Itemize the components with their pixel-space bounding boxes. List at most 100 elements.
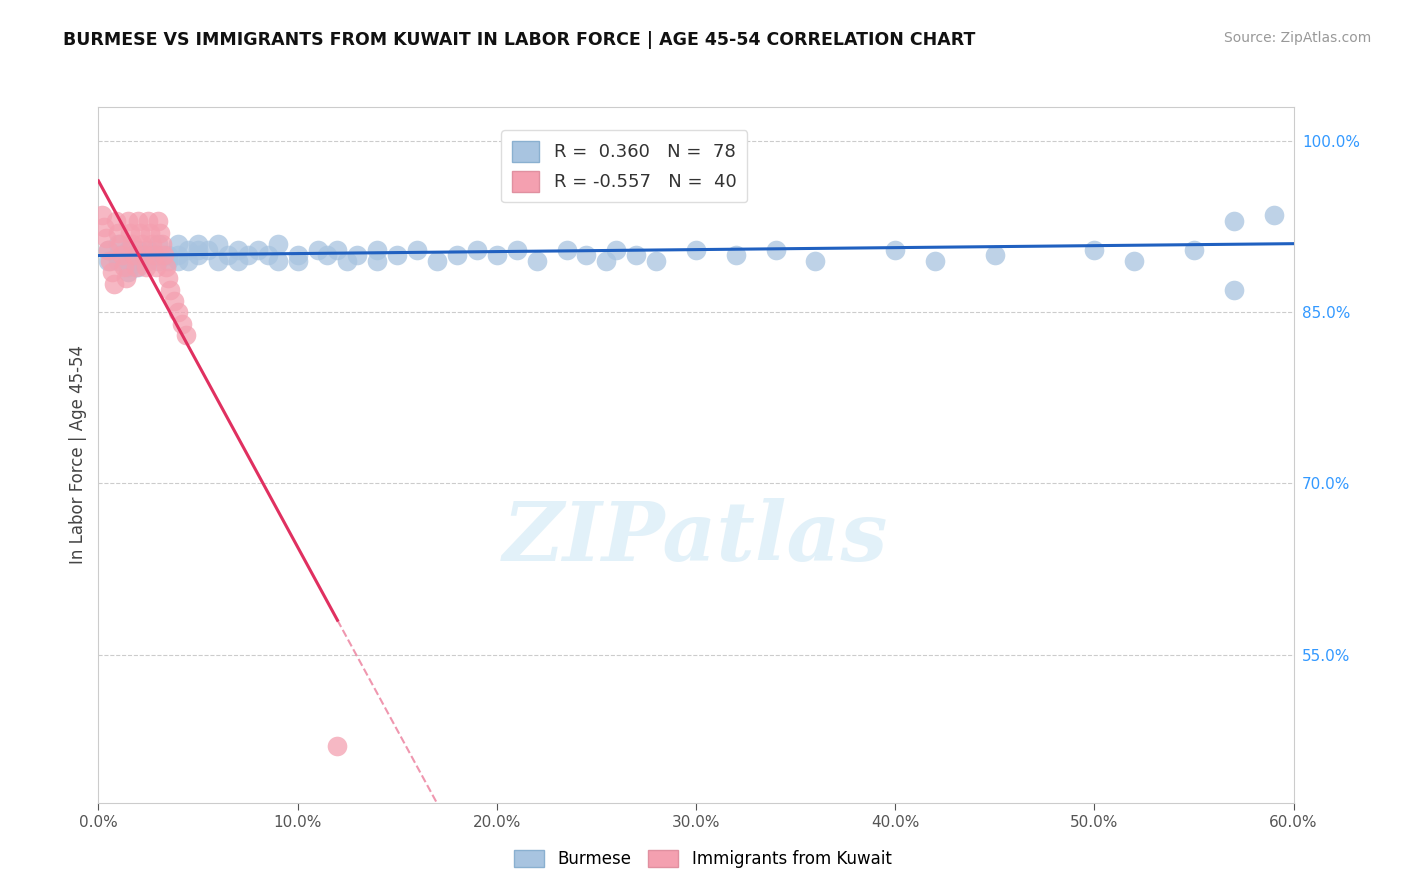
Point bbox=[605, 243, 627, 257]
Point bbox=[177, 243, 200, 257]
Point bbox=[346, 248, 368, 262]
Point bbox=[366, 243, 388, 257]
Point bbox=[187, 243, 209, 257]
Point bbox=[626, 248, 648, 262]
Point bbox=[111, 248, 134, 262]
Point bbox=[131, 236, 153, 251]
Point bbox=[117, 265, 139, 279]
Point bbox=[336, 254, 359, 268]
Point bbox=[207, 254, 229, 268]
Point bbox=[120, 226, 142, 240]
Point bbox=[645, 254, 668, 268]
Point bbox=[595, 254, 617, 268]
Point bbox=[124, 248, 146, 262]
Point bbox=[406, 243, 429, 257]
Point bbox=[129, 226, 152, 240]
Y-axis label: In Labor Force | Age 45-54: In Labor Force | Age 45-54 bbox=[69, 345, 87, 565]
Point bbox=[685, 162, 707, 177]
Point bbox=[145, 260, 167, 274]
Point bbox=[924, 254, 946, 268]
Point bbox=[107, 248, 129, 262]
Point bbox=[97, 254, 120, 268]
Point bbox=[163, 293, 186, 308]
Point bbox=[110, 236, 132, 251]
Point bbox=[167, 254, 190, 268]
Text: BURMESE VS IMMIGRANTS FROM KUWAIT IN LABOR FORCE | AGE 45-54 CORRELATION CHART: BURMESE VS IMMIGRANTS FROM KUWAIT IN LAB… bbox=[63, 31, 976, 49]
Point bbox=[125, 260, 148, 274]
Point bbox=[141, 236, 163, 251]
Point bbox=[153, 248, 176, 262]
Point bbox=[157, 254, 180, 268]
Point bbox=[187, 236, 209, 251]
Point bbox=[1222, 283, 1246, 297]
Point bbox=[136, 214, 159, 228]
Point bbox=[316, 248, 339, 262]
Point bbox=[91, 208, 114, 222]
Point bbox=[167, 236, 190, 251]
Point bbox=[127, 254, 149, 268]
Point bbox=[465, 243, 488, 257]
Legend: Burmese, Immigrants from Kuwait: Burmese, Immigrants from Kuwait bbox=[508, 843, 898, 875]
Point bbox=[117, 254, 139, 268]
Point bbox=[765, 243, 787, 257]
Point bbox=[127, 248, 149, 262]
Point bbox=[984, 248, 1007, 262]
Point bbox=[575, 248, 598, 262]
Point bbox=[112, 260, 135, 274]
Point bbox=[506, 243, 529, 257]
Point bbox=[256, 248, 278, 262]
Point bbox=[167, 248, 190, 262]
Point bbox=[174, 328, 197, 343]
Point bbox=[267, 254, 290, 268]
Point bbox=[143, 248, 166, 262]
Point bbox=[136, 248, 159, 262]
Point bbox=[107, 254, 129, 268]
Point bbox=[555, 243, 578, 257]
Point bbox=[1083, 243, 1105, 257]
Point bbox=[107, 236, 129, 251]
Point bbox=[1123, 254, 1146, 268]
Point bbox=[136, 243, 159, 257]
Point bbox=[148, 254, 170, 268]
Point bbox=[236, 248, 259, 262]
Point bbox=[167, 305, 190, 319]
Point bbox=[526, 254, 548, 268]
Point bbox=[97, 243, 120, 257]
Point bbox=[117, 214, 139, 228]
Point bbox=[207, 236, 229, 251]
Point bbox=[217, 248, 239, 262]
Point bbox=[149, 226, 172, 240]
Point bbox=[1182, 243, 1205, 257]
Point bbox=[685, 243, 707, 257]
Point bbox=[115, 271, 138, 285]
Point bbox=[135, 260, 157, 274]
Point bbox=[226, 254, 249, 268]
Point bbox=[134, 248, 156, 262]
Point bbox=[159, 283, 181, 297]
Point bbox=[127, 243, 149, 257]
Point bbox=[101, 265, 124, 279]
Text: ZIPatlas: ZIPatlas bbox=[503, 499, 889, 578]
Point bbox=[148, 214, 170, 228]
Point bbox=[148, 248, 170, 262]
Point bbox=[197, 243, 219, 257]
Point bbox=[187, 248, 209, 262]
Point bbox=[157, 248, 180, 262]
Text: Source: ZipAtlas.com: Source: ZipAtlas.com bbox=[1223, 31, 1371, 45]
Point bbox=[366, 254, 388, 268]
Point bbox=[1263, 208, 1285, 222]
Point bbox=[117, 243, 139, 257]
Point bbox=[157, 271, 180, 285]
Point bbox=[100, 254, 122, 268]
Point bbox=[326, 739, 349, 753]
Point bbox=[326, 243, 349, 257]
Point bbox=[177, 254, 200, 268]
Point bbox=[127, 260, 149, 274]
Point bbox=[724, 248, 747, 262]
Point bbox=[226, 243, 249, 257]
Point bbox=[97, 243, 120, 257]
Point bbox=[93, 219, 115, 234]
Point bbox=[426, 254, 449, 268]
Point bbox=[121, 236, 143, 251]
Point bbox=[150, 236, 173, 251]
